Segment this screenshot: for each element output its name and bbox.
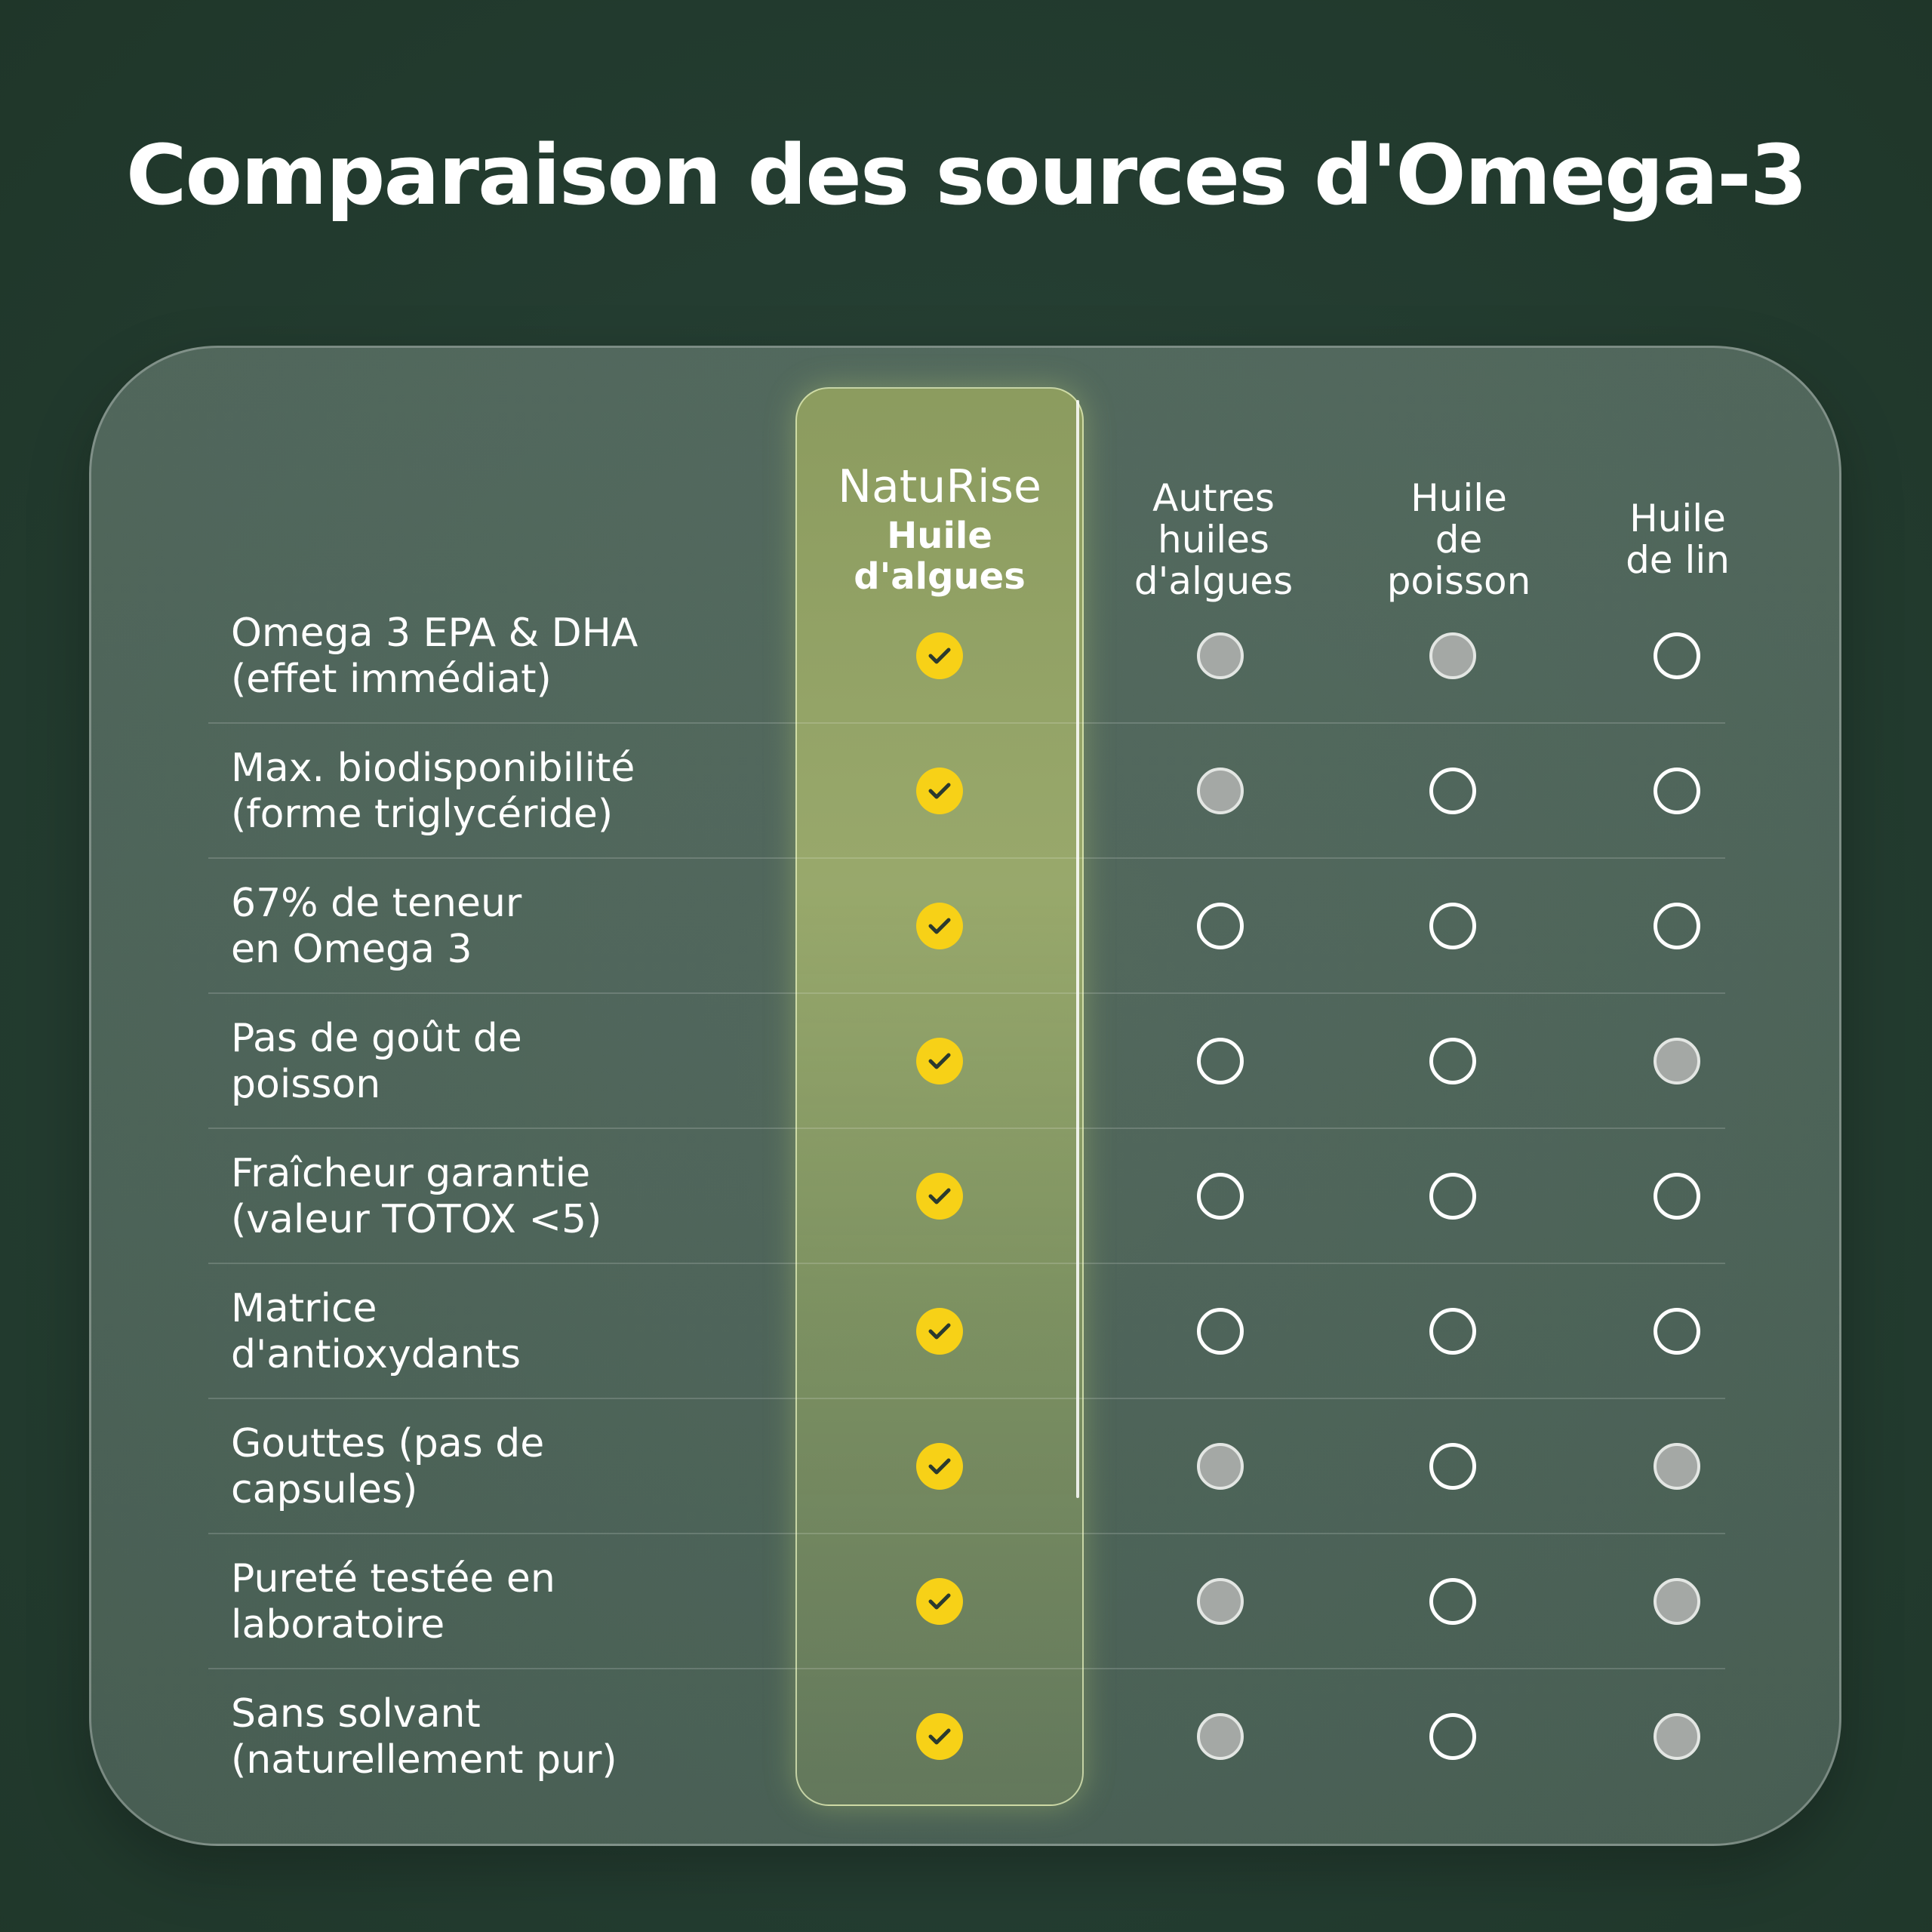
table-row: Omega 3 EPA & DHA (effet immédiat): [208, 589, 1725, 724]
row-label-line: d'antioxydants: [231, 1331, 521, 1377]
empty-circle-icon: [1429, 1173, 1476, 1220]
row-label: Pureté testée en laboratoire: [231, 1534, 555, 1669]
column-header-fish-oil: Huile de poisson: [1353, 478, 1564, 602]
row-label-line: Gouttes (pas de: [231, 1420, 545, 1466]
empty-circle-icon: [1429, 1308, 1476, 1355]
row-label-line: poisson: [231, 1061, 381, 1107]
row-label-line: en Omega 3: [231, 926, 472, 972]
empty-circle-icon: [1654, 1173, 1700, 1220]
grey-filled-circle-icon: [1197, 1713, 1244, 1760]
column-header-brand-product: Huile d'algues: [854, 515, 1026, 598]
table-row: Gouttes (pas de capsules): [208, 1399, 1725, 1534]
column-header-other-algae-oils: Autres huiles d'algues: [1108, 478, 1319, 602]
table-row: Pureté testée en laboratoire: [208, 1534, 1725, 1669]
empty-circle-icon: [1654, 903, 1700, 949]
yellow-check-icon: [916, 768, 963, 814]
row-label-line: (naturellement pur): [231, 1737, 617, 1783]
empty-circle-icon: [1429, 1578, 1476, 1625]
yellow-check-icon: [916, 1173, 963, 1220]
grey-filled-circle-icon: [1197, 768, 1244, 814]
column-header-brand-name: NatuRise: [838, 460, 1041, 513]
row-label-line: Max. biodisponibilité: [231, 745, 635, 791]
row-label-line: Omega 3 EPA & DHA: [231, 610, 638, 656]
table-row: Fraîcheur garantie (valeur TOTOX <5): [208, 1129, 1725, 1264]
table-row: Matrice d'antioxydants: [208, 1264, 1725, 1399]
grey-filled-circle-icon: [1654, 1038, 1700, 1084]
header-line: huiles: [1158, 518, 1269, 561]
row-label: Max. biodisponibilité (forme triglycéride…: [231, 724, 635, 859]
yellow-check-icon: [916, 903, 963, 949]
empty-circle-icon: [1429, 768, 1476, 814]
yellow-check-icon: [916, 1038, 963, 1084]
row-label: Sans solvant (naturellement pur): [231, 1669, 617, 1804]
table-row: Sans solvant (naturellement pur): [208, 1669, 1725, 1804]
header-line: Huile: [1411, 476, 1507, 520]
row-label: Omega 3 EPA & DHA (effet immédiat): [231, 589, 638, 724]
empty-circle-icon: [1197, 1308, 1244, 1355]
header-line: d'algues: [1134, 559, 1294, 603]
empty-circle-icon: [1197, 903, 1244, 949]
grey-filled-circle-icon: [1654, 1578, 1700, 1625]
grey-filled-circle-icon: [1654, 1443, 1700, 1490]
table-row: Max. biodisponibilité (forme triglycéride…: [208, 724, 1725, 859]
yellow-check-icon: [916, 1713, 963, 1760]
empty-circle-icon: [1429, 1713, 1476, 1760]
yellow-check-icon: [916, 632, 963, 679]
row-label-line: Pureté testée en: [231, 1555, 555, 1601]
yellow-check-icon: [916, 1443, 963, 1490]
grey-filled-circle-icon: [1429, 632, 1476, 679]
grey-filled-circle-icon: [1197, 1443, 1244, 1490]
row-label-line: (valeur TOTOX <5): [231, 1196, 602, 1242]
row-label-line: (forme triglycéride): [231, 791, 614, 837]
header-line: poisson: [1386, 559, 1531, 603]
empty-circle-icon: [1429, 1443, 1476, 1490]
row-label: Matrice d'antioxydants: [231, 1264, 521, 1399]
row-label-line: 67% de teneur: [231, 880, 522, 926]
header-line: Autres: [1152, 476, 1275, 520]
row-label: 67% de teneur en Omega 3: [231, 859, 521, 994]
yellow-check-icon: [916, 1578, 963, 1625]
empty-circle-icon: [1197, 1038, 1244, 1084]
header-line: de lin: [1626, 538, 1730, 582]
grey-filled-circle-icon: [1197, 632, 1244, 679]
grey-filled-circle-icon: [1654, 1713, 1700, 1760]
row-label-line: Sans solvant: [231, 1690, 481, 1737]
row-label-line: Pas de goût de: [231, 1015, 522, 1061]
row-label: Fraîcheur garantie (valeur TOTOX <5): [231, 1129, 601, 1264]
row-label-line: capsules): [231, 1466, 418, 1512]
row-label: Gouttes (pas de capsules): [231, 1399, 544, 1534]
page-title: Comparaison des sources d'Omega-3: [125, 127, 1807, 223]
header-line: de: [1435, 518, 1483, 561]
yellow-check-icon: [916, 1308, 963, 1355]
highlight-edge-line: [1076, 400, 1079, 1498]
empty-circle-icon: [1429, 903, 1476, 949]
row-label-line: Fraîcheur garantie: [231, 1150, 591, 1196]
empty-circle-icon: [1654, 768, 1700, 814]
row-label-line: Matrice: [231, 1285, 377, 1331]
naturise-highlight-column: [795, 387, 1084, 1806]
empty-circle-icon: [1429, 1038, 1476, 1084]
empty-circle-icon: [1197, 1173, 1244, 1220]
header-line: Huile: [1629, 497, 1726, 540]
column-header-flax-oil: Huile de lin: [1572, 498, 1783, 581]
empty-circle-icon: [1654, 1308, 1700, 1355]
row-label-line: laboratoire: [231, 1601, 445, 1647]
table-row: 67% de teneur en Omega 3: [208, 859, 1725, 994]
table-row: Pas de goût de poisson: [208, 994, 1725, 1129]
row-label: Pas de goût de poisson: [231, 994, 522, 1129]
empty-circle-icon: [1654, 632, 1700, 679]
row-label-line: (effet immédiat): [231, 656, 552, 702]
grey-filled-circle-icon: [1197, 1578, 1244, 1625]
